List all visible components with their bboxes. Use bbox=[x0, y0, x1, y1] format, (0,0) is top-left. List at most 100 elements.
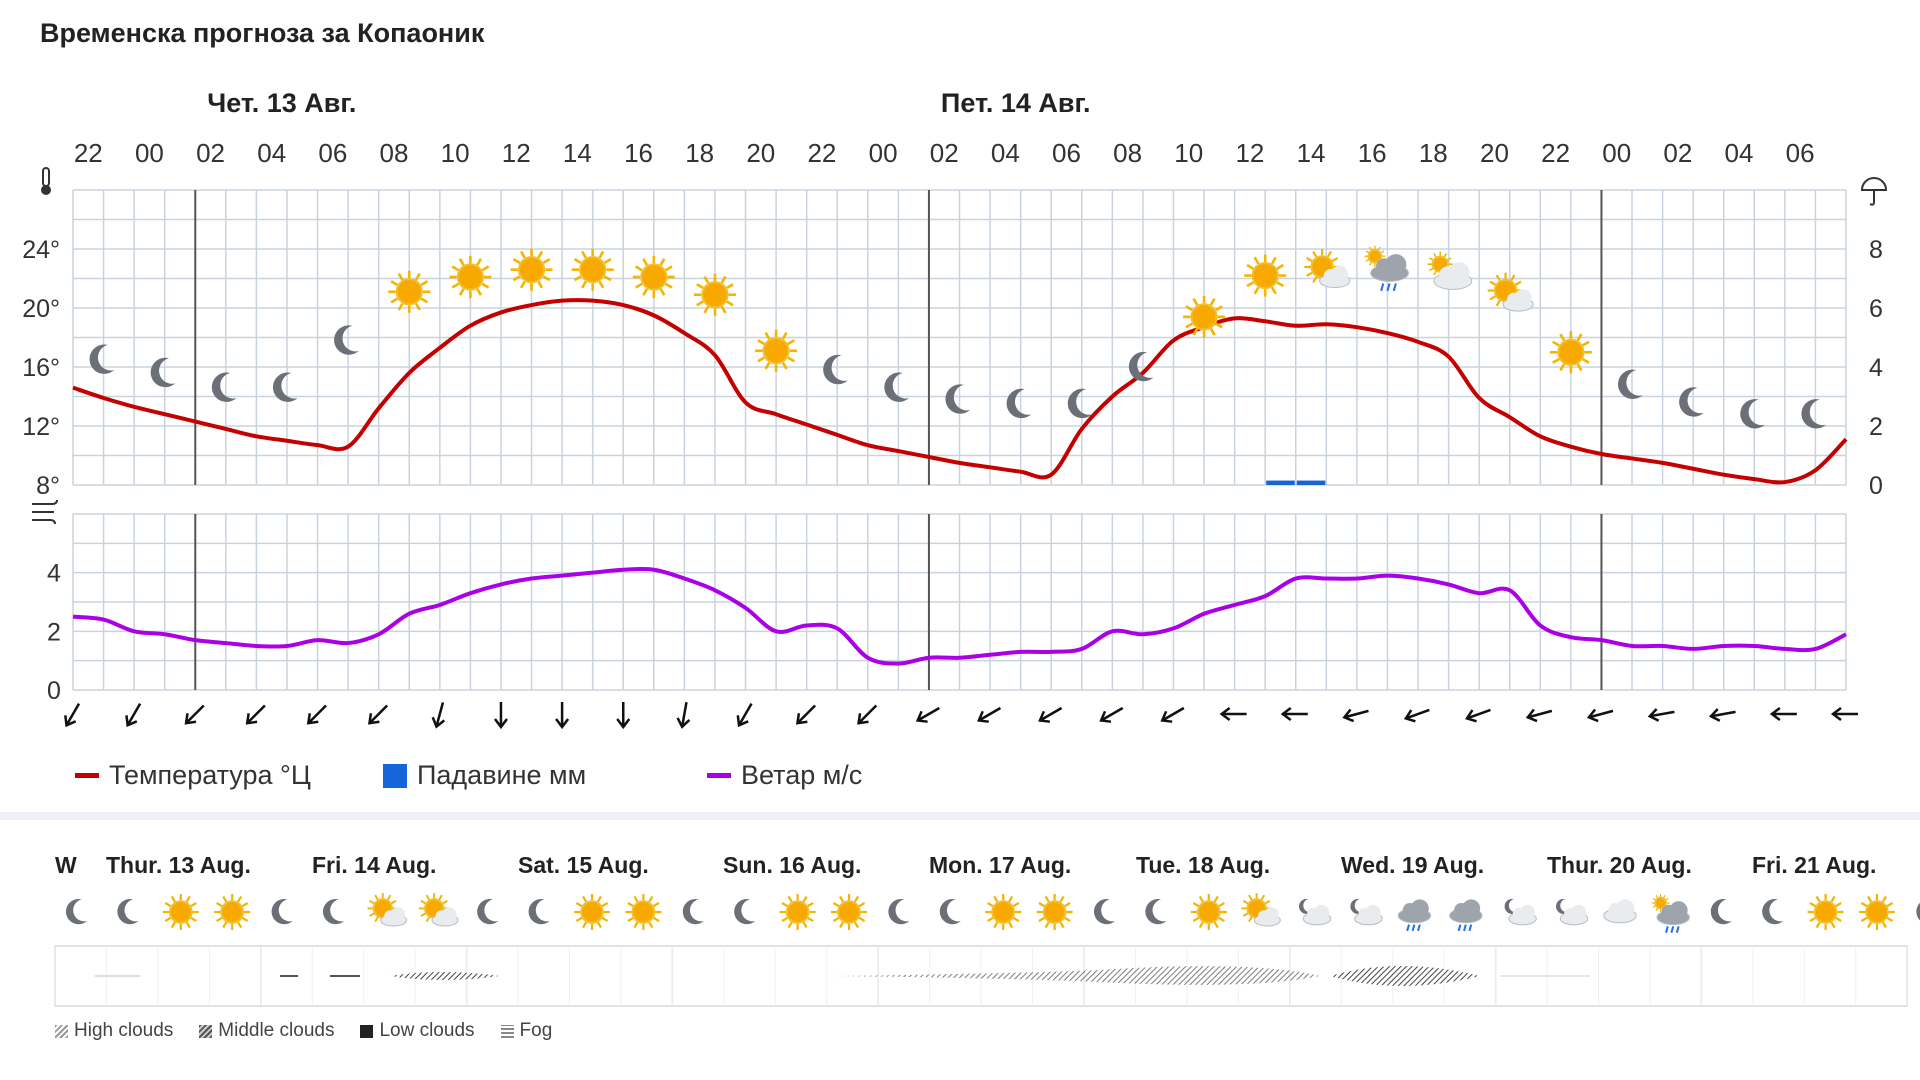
sun-ray bbox=[542, 275, 551, 282]
moon-shape bbox=[1679, 387, 1704, 417]
moon-cloud-icon bbox=[1504, 898, 1537, 926]
hour-tick-label: 14 bbox=[563, 138, 592, 168]
sun-ray bbox=[1260, 894, 1266, 901]
sun-ray bbox=[582, 895, 588, 903]
hour-tick-label: 00 bbox=[1602, 138, 1631, 168]
sun-ray bbox=[1886, 916, 1894, 922]
sun-disc bbox=[1865, 900, 1889, 924]
sun-ray bbox=[451, 282, 460, 289]
moon-shape bbox=[1093, 899, 1115, 925]
legend-precipitation-label: Падавине мм bbox=[417, 760, 587, 790]
sun-ray bbox=[241, 916, 249, 922]
hour-tick-label: 12 bbox=[502, 138, 531, 168]
moon-shape bbox=[1762, 899, 1784, 925]
sun-ray bbox=[190, 902, 197, 908]
sun-ray bbox=[164, 916, 172, 922]
sun-ray bbox=[1582, 357, 1590, 364]
weekly-day-label[interactable]: Sun. 16 Aug. bbox=[723, 852, 862, 878]
rain-drop bbox=[1468, 924, 1473, 932]
weekly-day-label[interactable]: Mon. 17 Aug. bbox=[929, 852, 1072, 878]
sun-ray bbox=[1331, 257, 1339, 263]
moon-shape bbox=[1145, 899, 1167, 925]
moon-icon bbox=[1710, 899, 1732, 925]
weekly-day-label[interactable]: Thur. 20 Aug. bbox=[1547, 852, 1692, 878]
sun-disc bbox=[1557, 338, 1585, 366]
moon-icon bbox=[888, 899, 910, 925]
sun-ray bbox=[1369, 261, 1373, 266]
sun-ray bbox=[781, 331, 788, 340]
arrow-head bbox=[616, 718, 631, 730]
wind-direction-arrow bbox=[1769, 707, 1797, 721]
sun-icon bbox=[831, 894, 867, 930]
weekly-day-label[interactable]: Sat. 15 Aug. bbox=[518, 852, 649, 878]
sun-icon bbox=[1549, 331, 1592, 374]
cloud-shape bbox=[1502, 289, 1534, 312]
moon-icon bbox=[884, 372, 909, 402]
cloud-shape bbox=[1449, 899, 1483, 924]
sun-ray bbox=[170, 921, 176, 929]
sun-ray bbox=[781, 361, 788, 370]
arrow-shaft bbox=[308, 704, 327, 724]
sun-ray bbox=[601, 916, 609, 922]
moon-icon bbox=[1801, 399, 1826, 429]
sun-ray bbox=[648, 895, 654, 903]
moon-cloud-icon bbox=[1298, 898, 1332, 926]
weekly-day-label[interactable]: Wed. 19 Aug. bbox=[1341, 852, 1485, 878]
sun-icon bbox=[1036, 894, 1073, 930]
sun-icon bbox=[1190, 894, 1227, 930]
cloud-rain-icon bbox=[1397, 899, 1432, 932]
sun-ray bbox=[1576, 363, 1583, 372]
sun-ray bbox=[664, 265, 673, 272]
moon-shape bbox=[322, 899, 344, 925]
sun-ray bbox=[190, 916, 197, 922]
hour-tick-label: 20 bbox=[1480, 138, 1509, 168]
sun-ray bbox=[757, 356, 765, 363]
arrow-shaft bbox=[797, 704, 817, 724]
sun-icon bbox=[510, 248, 553, 291]
cloud-key-high: High clouds bbox=[55, 1020, 173, 1042]
moon-shape bbox=[334, 325, 359, 355]
moon-shape bbox=[884, 372, 909, 402]
sun-disc bbox=[991, 900, 1016, 924]
arrow-head bbox=[977, 710, 989, 723]
sun-icon bbox=[693, 273, 736, 316]
hour-tick-label: 16 bbox=[624, 138, 653, 168]
wind-direction-arrow bbox=[616, 702, 631, 730]
sun-ray bbox=[374, 916, 379, 923]
weekly-day-label[interactable]: Thur. 13 Aug. bbox=[106, 852, 251, 878]
sun-icon bbox=[388, 270, 431, 313]
arrow-head bbox=[1280, 707, 1292, 721]
sun-ray bbox=[1835, 916, 1842, 922]
sun-disc bbox=[220, 900, 244, 924]
partly-cloudy-icon bbox=[1241, 893, 1281, 927]
sun-ray bbox=[1326, 250, 1333, 258]
wind-direction-arrow bbox=[1708, 708, 1736, 722]
sun-disc bbox=[631, 900, 656, 924]
weekly-day-label[interactable]: Tue. 18 Aug. bbox=[1136, 852, 1271, 878]
moon-icon bbox=[1679, 387, 1704, 417]
sun-disc bbox=[1367, 248, 1383, 264]
sun-ray bbox=[420, 912, 427, 917]
rain-drop bbox=[1675, 926, 1680, 933]
moon-shape bbox=[1128, 351, 1154, 382]
moon-shape bbox=[89, 344, 115, 374]
sun-ray bbox=[1809, 916, 1817, 922]
hour-tick-label: 00 bbox=[869, 138, 898, 168]
sun-ray bbox=[185, 921, 191, 929]
weekly-day-label[interactable]: Fri. 14 Aug. bbox=[312, 852, 437, 878]
arrow-head bbox=[64, 715, 77, 728]
sun-ray bbox=[414, 272, 421, 281]
hour-tick-label: 06 bbox=[318, 138, 347, 168]
sun-ray bbox=[1489, 280, 1497, 286]
moon-shape bbox=[1298, 898, 1312, 914]
arrow-head bbox=[795, 713, 808, 725]
temp-tick-label: 12° bbox=[22, 413, 60, 441]
sun-ray bbox=[1008, 895, 1014, 903]
weekly-day-label[interactable]: Fri. 21 Aug. bbox=[1752, 852, 1877, 878]
sun-ray bbox=[414, 302, 421, 311]
sun-ray bbox=[987, 916, 994, 922]
sun-ray bbox=[993, 895, 999, 903]
wind-tick-label: 4 bbox=[47, 560, 61, 588]
sun-ray bbox=[652, 902, 660, 908]
rain-drop bbox=[1411, 924, 1416, 932]
